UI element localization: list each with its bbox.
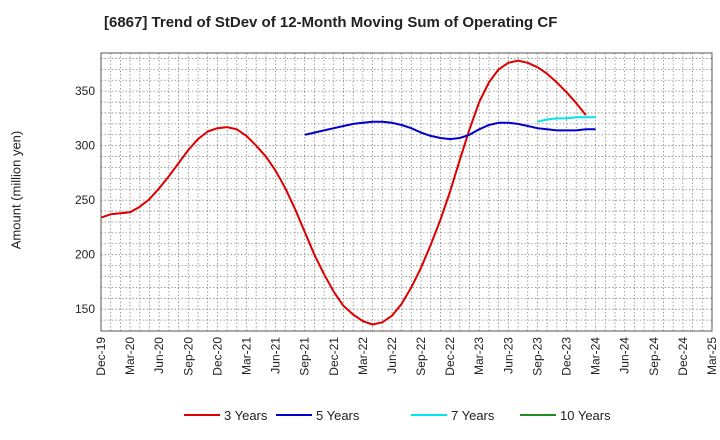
x-tick-label: Jun-24 — [618, 337, 632, 374]
x-tick-label: Jun-22 — [385, 337, 399, 374]
y-tick-labels: 150 200 250 300 350 — [75, 84, 95, 316]
series-line-7-years — [537, 116, 596, 123]
chart-title: [6867] Trend of StDev of 12-Month Moving… — [104, 14, 558, 31]
x-tick-label: Sep-22 — [414, 337, 428, 376]
x-tick-label: Mar-20 — [123, 337, 137, 375]
series-line-3-years — [100, 59, 587, 326]
x-tick-label: Jun-21 — [269, 337, 283, 374]
x-tick-label: Dec-19 — [94, 337, 108, 376]
x-tick-label: Mar-22 — [356, 337, 370, 375]
plot-frame — [100, 52, 713, 332]
x-tick-label: Sep-21 — [298, 337, 312, 376]
x-tick-label: Dec-23 — [560, 337, 574, 376]
legend-label: 7 Years — [451, 408, 495, 423]
legend-label: 3 Years — [224, 408, 268, 423]
x-tick-label: Jun-23 — [501, 337, 515, 374]
y-tick-label: 350 — [75, 84, 95, 98]
x-tick-label: Mar-25 — [705, 337, 719, 375]
x-tick-label: Mar-23 — [472, 337, 486, 375]
x-tick-label: Dec-21 — [327, 337, 341, 376]
y-tick-label: 200 — [75, 248, 95, 262]
x-tick-label: Mar-24 — [589, 337, 603, 375]
series-lines — [100, 59, 596, 326]
x-tick-label: Jun-20 — [152, 337, 166, 374]
y-tick-label: 250 — [75, 193, 95, 207]
x-tick-label: Sep-24 — [647, 337, 661, 376]
y-tick-label: 150 — [75, 302, 95, 316]
x-tick-label: Dec-22 — [443, 337, 457, 376]
x-tick-label: Dec-24 — [676, 337, 690, 376]
legend: 3 Years 5 Years 7 Years 10 Years — [184, 408, 611, 423]
y-tick-label: 300 — [75, 139, 95, 153]
x-tick-label: Dec-20 — [210, 337, 224, 376]
x-tick-label: Sep-23 — [530, 337, 544, 376]
series-line-5-years — [304, 120, 596, 141]
x-tick-labels: Dec-19 Mar-20 Jun-20 Sep-20 Dec-20 Mar-21 Jun-… — [94, 337, 719, 376]
legend-label: 10 Years — [560, 408, 611, 423]
x-tick-label: Sep-20 — [181, 337, 195, 376]
legend-label: 5 Years — [316, 408, 360, 423]
x-tick-label: Mar-21 — [239, 337, 253, 375]
grid-lines — [101, 53, 712, 332]
